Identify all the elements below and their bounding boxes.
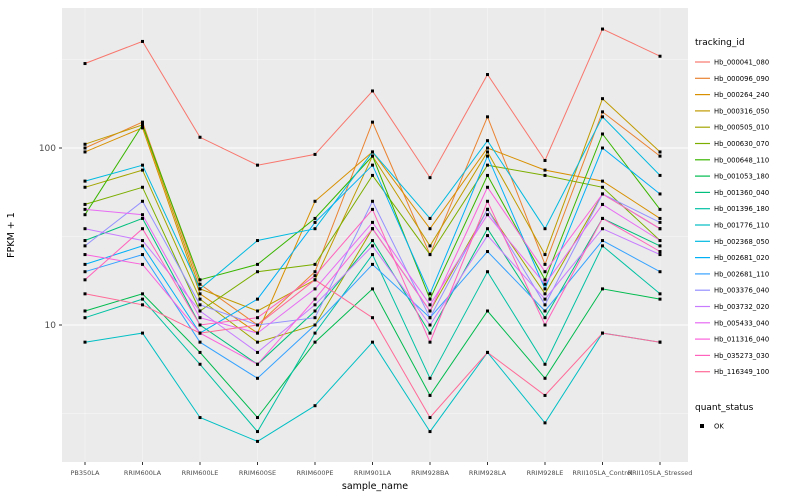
legend-tracking-title: tracking_id (695, 38, 745, 48)
svg-text:RRIM600LE: RRIM600LE (182, 469, 219, 477)
svg-text:RRIM600SE: RRIM600SE (239, 469, 276, 477)
legend-key-label: Hb_001776_110 (714, 222, 769, 230)
legend-key-label: Hb_001396_180 (714, 205, 769, 213)
legend-key-label: Hb_003376_040 (714, 287, 769, 295)
legend-key-label: Hb_001053_180 (714, 173, 769, 181)
svg-text:100: 100 (39, 144, 56, 154)
legend-tracking-id: tracking_id Hb_000041_080 Hb_000096_090 Hb_… (695, 38, 769, 376)
svg-text:RRIM600PE: RRIM600PE (297, 469, 334, 477)
svg-text:10: 10 (45, 321, 57, 331)
legend-quant-marker (700, 424, 704, 428)
legend-key-label: Hb_116349_100 (714, 368, 769, 376)
legend-key-label: Hb_000041_080 (714, 59, 769, 67)
legend-key-label: Hb_000648_110 (714, 156, 769, 164)
svg-text:RRII105LA_Control: RRII105LA_Control (572, 469, 632, 477)
legend-key-label: Hb_000630_070 (714, 140, 769, 148)
legend-key-label: Hb_035273_030 (714, 352, 769, 360)
legend-key-label: Hb_003732_020 (714, 303, 769, 311)
svg-text:RRIM600LA: RRIM600LA (124, 469, 162, 477)
svg-text:RRIM928LA: RRIM928LA (469, 469, 507, 477)
svg-text:RRII105LA_Stressed: RRII105LA_Stressed (628, 469, 693, 477)
legend-key-label: Hb_005433_040 (714, 319, 769, 327)
svg-text:RRIM928LE: RRIM928LE (527, 469, 564, 477)
legend-key-label: Hb_002368_050 (714, 238, 769, 246)
legend-quant-label: OK (714, 423, 724, 431)
legend-key-label: Hb_001360_040 (714, 189, 769, 197)
x-axis: PB350LA RRIM600LA RRIM600LE RRIM600SE RRIM60… (70, 462, 692, 477)
svg-text:RRIM901LA: RRIM901LA (354, 469, 392, 477)
legend-key-label: Hb_011316_040 (714, 336, 769, 344)
legend-key-label: Hb_002681_110 (714, 270, 769, 278)
legend-key-label: Hb_002681_020 (714, 254, 769, 262)
legend-key-label: Hb_000264_240 (714, 91, 769, 99)
plot-panel (62, 8, 688, 462)
svg-text:PB350LA: PB350LA (70, 469, 100, 477)
y-axis: 10 100 (39, 144, 62, 331)
legend-quant-status: quant_status OK (695, 403, 754, 431)
svg-text:RRIM928BA: RRIM928BA (411, 469, 449, 477)
legend-key-label: Hb_000505_010 (714, 124, 769, 132)
legend-key-label: Hb_000096_090 (714, 75, 769, 83)
x-axis-title: sample_name (342, 481, 408, 492)
gridlines (62, 8, 688, 462)
data-points (83, 27, 662, 443)
y-axis-title: FPKM + 1 (6, 212, 17, 258)
legend-key-label: Hb_000316_050 (714, 107, 769, 115)
legend-quant-title: quant_status (695, 403, 754, 413)
